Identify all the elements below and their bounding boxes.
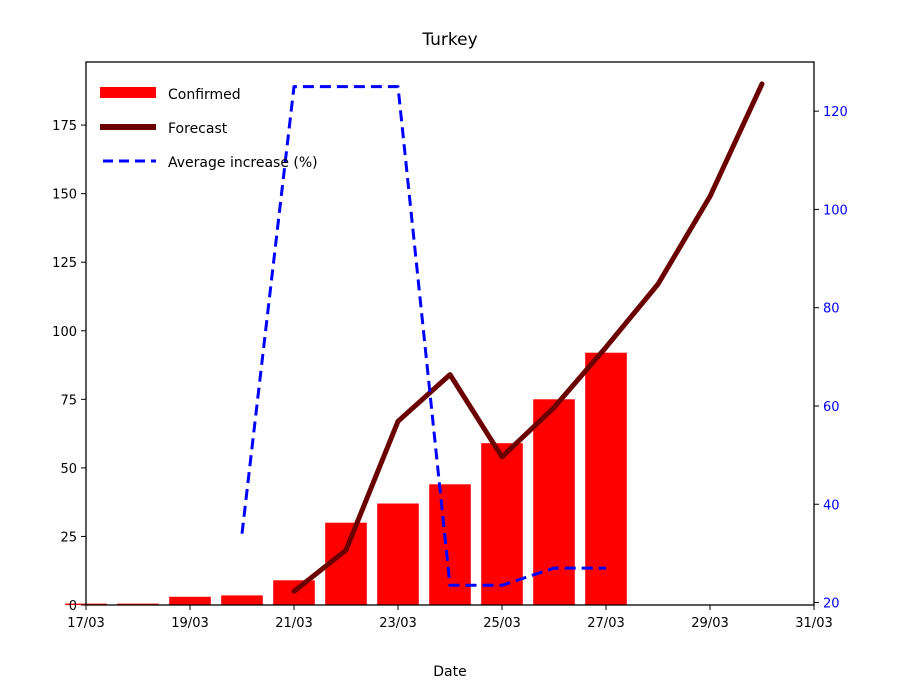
- legend-average-label: Average increase (%): [168, 155, 318, 171]
- x-tick-label: 19/03: [171, 616, 208, 631]
- y-left-tick-label: 150: [52, 188, 77, 203]
- y-left-tick-label: 175: [52, 119, 77, 134]
- y-axis-right: 20 40 60 80 100 120: [814, 105, 848, 612]
- y-right-tick-label: 60: [823, 400, 840, 415]
- y-left-tick-label: 100: [52, 325, 77, 340]
- y-left-tick-label: 0: [69, 599, 77, 614]
- legend-forecast-label: Forecast: [168, 121, 228, 137]
- x-tick-label: 17/03: [67, 616, 104, 631]
- legend-confirmed-label: Confirmed: [168, 87, 241, 103]
- x-axis: 17/03 19/03 21/03 23/03 25/03 27/03 29/03 31/03: [67, 605, 833, 631]
- y-right-tick-label: 80: [823, 302, 840, 317]
- confirmed-bar-24-03: [429, 484, 471, 605]
- confirmed-bar-19-03: [169, 596, 211, 605]
- confirmed-bar-27-03: [585, 352, 627, 605]
- y-left-tick-label: 25: [60, 530, 77, 545]
- y-right-tick-label: 40: [823, 498, 840, 513]
- confirmed-bar-25-03: [481, 443, 523, 605]
- confirmed-bar-26-03: [533, 399, 575, 605]
- legend-confirmed-swatch: [100, 87, 156, 98]
- plot-frame: [85, 61, 815, 606]
- confirmed-bar-23-03: [377, 503, 419, 605]
- x-tick-label: 21/03: [275, 616, 312, 631]
- x-tick-label: 27/03: [587, 616, 624, 631]
- legend: Confirmed Forecast Average increase (%): [100, 87, 318, 171]
- confirmed-bars: [65, 352, 627, 605]
- average-increase-line: [240, 85, 606, 587]
- y-right-tick-label: 100: [823, 203, 848, 218]
- forecast-line: [291, 81, 765, 594]
- y-left-tick-label: 50: [60, 462, 77, 477]
- y-left-tick-label: 125: [52, 256, 77, 271]
- y-left-tick-label: 75: [60, 393, 77, 408]
- confirmed-bar-18-03: [117, 603, 159, 605]
- x-tick-label: 31/03: [795, 616, 832, 631]
- chart-title: Turkey: [421, 30, 477, 50]
- x-tick-label: 23/03: [379, 616, 416, 631]
- series-lines: [240, 81, 765, 594]
- x-tick-label: 25/03: [483, 616, 520, 631]
- x-tick-label: 29/03: [691, 616, 728, 631]
- confirmed-bar-20-03: [221, 595, 263, 605]
- y-right-tick-label: 20: [823, 597, 840, 612]
- y-axis-left: 0 25 50 75 100 125 150 175: [52, 119, 86, 614]
- x-axis-title: Date: [433, 664, 466, 680]
- y-right-tick-label: 120: [823, 105, 848, 120]
